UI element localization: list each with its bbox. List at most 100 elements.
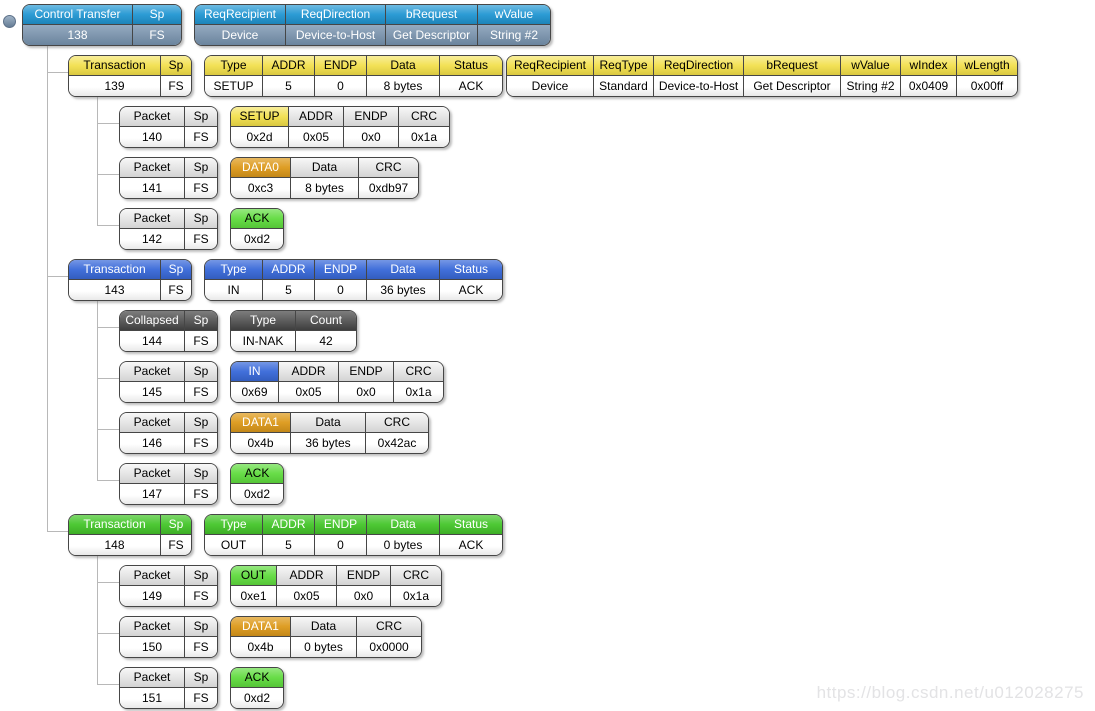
value-cell-endp: 0 bbox=[315, 280, 367, 300]
value-cell-data0: 0xc3 bbox=[231, 178, 291, 198]
packet-146-block-2[interactable]: DATA1 Data CRC 0x4b 36 bytes 0x42ac bbox=[230, 412, 429, 454]
packet-150-block-2[interactable]: DATA1 Data CRC 0x4b 0 bytes 0x0000 bbox=[230, 616, 422, 658]
packet-151-block-1[interactable]: Packet Sp 151 FS bbox=[119, 667, 218, 709]
transaction-148-block-2[interactable]: Type ADDR ENDP Data Status OUT 5 0 0 bytes ACK bbox=[204, 514, 503, 556]
value-cell-packet: 141 bbox=[120, 178, 185, 198]
header-cell-sp: Sp bbox=[161, 515, 191, 535]
value-cell-type: OUT bbox=[205, 535, 263, 555]
packet-146-block-1[interactable]: Packet Sp 146 FS bbox=[119, 412, 218, 454]
value-cell-data1: 0x4b bbox=[231, 433, 291, 453]
collapsed-144-row: Collapsed Sp 144 FS Type Count IN-NAK 42 bbox=[119, 310, 357, 352]
transaction-148-block-1[interactable]: Transaction Sp 148 FS bbox=[68, 514, 192, 556]
collapsed-144-block-2[interactable]: Type Count IN-NAK 42 bbox=[230, 310, 357, 352]
transaction-139-block-2[interactable]: Type ADDR ENDP Data Status SETUP 5 0 8 bytes ACK bbox=[204, 55, 503, 97]
tree-connector-line bbox=[97, 556, 98, 684]
header-cell-type: Type bbox=[205, 56, 263, 76]
transaction-143-block-1[interactable]: Transaction Sp 143 FS bbox=[68, 259, 192, 301]
header-cell-crc: CRC bbox=[366, 413, 428, 433]
header-cell-endp: ENDP bbox=[315, 515, 367, 535]
header-cell-control-transfer: Control Transfer bbox=[23, 5, 133, 25]
value-cell-brequest: Get Descriptor bbox=[744, 76, 841, 96]
packet-149-block-2[interactable]: OUT ADDR ENDP CRC 0xe1 0x05 0x0 0x1a bbox=[230, 565, 442, 607]
control-transfer-138-row: Control Transfer Sp 138 FS ReqRecipient ReqDi… bbox=[22, 4, 551, 46]
value-cell-sp: FS bbox=[185, 229, 217, 249]
header-cell-crc: CRC bbox=[394, 362, 443, 382]
tree-connector-line bbox=[97, 480, 119, 481]
tree-connector-line bbox=[97, 97, 98, 225]
control-transfer-138-block-1[interactable]: Control Transfer Sp 138 FS bbox=[22, 4, 182, 46]
value-cell-data: 0 bytes bbox=[291, 637, 357, 657]
header-cell-reqdirection: ReqDirection bbox=[286, 5, 386, 25]
transaction-139-row: Transaction Sp 139 FS Type ADDR ENDP Data Status… bbox=[68, 55, 1018, 97]
header-cell-reqrecipient: ReqRecipient bbox=[507, 56, 594, 76]
packet-142-block-1[interactable]: Packet Sp 142 FS bbox=[119, 208, 218, 250]
header-cell-reqrecipient: ReqRecipient bbox=[195, 5, 286, 25]
packet-140-block-1[interactable]: Packet Sp 140 FS bbox=[119, 106, 218, 148]
value-cell-transaction: 143 bbox=[69, 280, 161, 300]
packet-150-row: Packet Sp 150 FS DATA1 Data CRC 0x4b 0 bytes 0x00… bbox=[119, 616, 422, 658]
value-cell-count: 42 bbox=[296, 331, 356, 351]
header-cell-endp: ENDP bbox=[339, 362, 394, 382]
header-cell-addr: ADDR bbox=[263, 260, 315, 280]
value-cell-sp: FS bbox=[161, 280, 191, 300]
packet-147-block-2[interactable]: ACK 0xd2 bbox=[230, 463, 284, 505]
value-cell-endp: 0 bbox=[315, 76, 367, 96]
packet-149-block-1[interactable]: Packet Sp 149 FS bbox=[119, 565, 218, 607]
header-cell-endp: ENDP bbox=[344, 107, 399, 127]
header-cell-transaction: Transaction bbox=[69, 515, 161, 535]
header-cell-addr: ADDR bbox=[279, 362, 339, 382]
packet-145-block-2[interactable]: IN ADDR ENDP CRC 0x69 0x05 0x0 0x1a bbox=[230, 361, 444, 403]
value-cell-transaction: 139 bbox=[69, 76, 161, 96]
packet-141-block-2[interactable]: DATA0 Data CRC 0xc3 8 bytes 0xdb97 bbox=[230, 157, 419, 199]
transaction-139-block-3[interactable]: ReqRecipient ReqType ReqDirection bRequest w… bbox=[506, 55, 1018, 97]
tree-connector-line bbox=[97, 429, 119, 430]
header-cell-crc: CRC bbox=[391, 566, 441, 586]
header-cell-wvalue: wValue bbox=[841, 56, 901, 76]
control-transfer-138-block-2[interactable]: ReqRecipient ReqDirection bRequest wValue De… bbox=[194, 4, 551, 46]
packet-147-row: Packet Sp 147 FS ACK 0xd2 bbox=[119, 463, 284, 505]
packet-141-block-1[interactable]: Packet Sp 141 FS bbox=[119, 157, 218, 199]
header-cell-sp: Sp bbox=[161, 260, 191, 280]
packet-150-block-1[interactable]: Packet Sp 150 FS bbox=[119, 616, 218, 658]
value-cell-crc: 0x1a bbox=[399, 127, 449, 147]
header-cell-sp: Sp bbox=[161, 56, 191, 76]
value-cell-out: 0xe1 bbox=[231, 586, 277, 606]
header-cell-packet: Packet bbox=[120, 464, 185, 484]
header-cell-ack: ACK bbox=[231, 464, 283, 484]
value-cell-addr: 5 bbox=[263, 535, 315, 555]
transaction-143-block-2[interactable]: Type ADDR ENDP Data Status IN 5 0 36 bytes ACK bbox=[204, 259, 503, 301]
packet-142-block-2[interactable]: ACK 0xd2 bbox=[230, 208, 284, 250]
packet-147-block-1[interactable]: Packet Sp 147 FS bbox=[119, 463, 218, 505]
header-cell-status: Status bbox=[440, 260, 502, 280]
header-cell-endp: ENDP bbox=[315, 56, 367, 76]
packet-140-row: Packet Sp 140 FS SETUP ADDR ENDP CRC 0x2d 0x05 0x0… bbox=[119, 106, 450, 148]
header-cell-data: Data bbox=[291, 413, 366, 433]
packet-151-row: Packet Sp 151 FS ACK 0xd2 bbox=[119, 667, 284, 709]
header-cell-sp: Sp bbox=[185, 668, 217, 688]
value-cell-addr: 5 bbox=[263, 280, 315, 300]
transaction-139-block-1[interactable]: Transaction Sp 139 FS bbox=[68, 55, 192, 97]
value-cell-reqrecipient: Device bbox=[507, 76, 594, 96]
collapsed-144-block-1[interactable]: Collapsed Sp 144 FS bbox=[119, 310, 218, 352]
value-cell-reqdirection: Device-to-Host bbox=[654, 76, 744, 96]
packet-142-row: Packet Sp 142 FS ACK 0xd2 bbox=[119, 208, 284, 250]
header-cell-crc: CRC bbox=[359, 158, 418, 178]
root-expander-bullet[interactable] bbox=[3, 15, 16, 28]
header-cell-windex: wIndex bbox=[901, 56, 957, 76]
header-cell-brequest: bRequest bbox=[386, 5, 478, 25]
value-cell-crc: 0x1a bbox=[391, 586, 441, 606]
header-cell-data: Data bbox=[291, 158, 359, 178]
header-cell-crc: CRC bbox=[357, 617, 421, 637]
value-cell-status: ACK bbox=[440, 280, 502, 300]
value-cell-windex: 0x0409 bbox=[901, 76, 957, 96]
value-cell-data: 8 bytes bbox=[367, 76, 440, 96]
packet-151-block-2[interactable]: ACK 0xd2 bbox=[230, 667, 284, 709]
value-cell-packet: 147 bbox=[120, 484, 185, 504]
header-cell-status: Status bbox=[440, 56, 502, 76]
packet-145-block-1[interactable]: Packet Sp 145 FS bbox=[119, 361, 218, 403]
packet-140-block-2[interactable]: SETUP ADDR ENDP CRC 0x2d 0x05 0x0 0x1a bbox=[230, 106, 450, 148]
header-cell-ack: ACK bbox=[231, 209, 283, 229]
value-cell-sp: FS bbox=[185, 688, 217, 708]
value-cell-collapsed: 144 bbox=[120, 331, 185, 351]
